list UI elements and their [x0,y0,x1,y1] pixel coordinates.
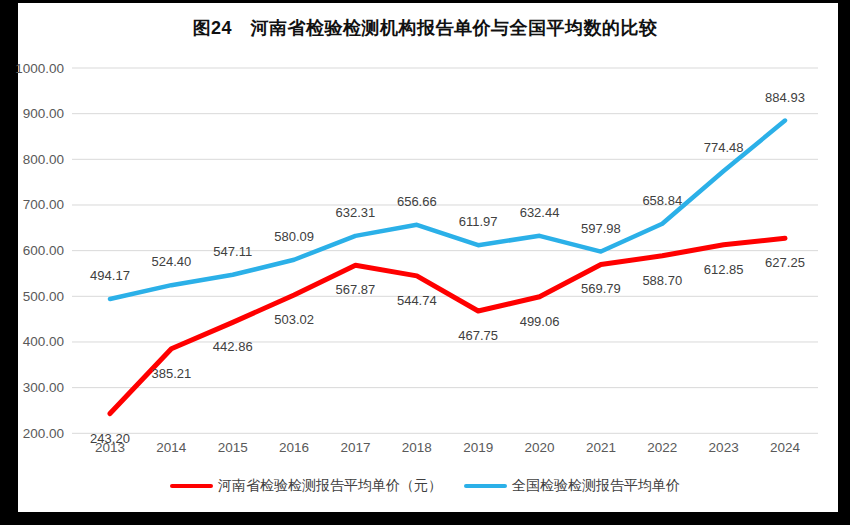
y-axis-tick-label: 1000.00 [15,61,64,76]
x-axis-tick-label: 2020 [525,440,555,455]
y-axis-tick-label: 600.00 [23,243,64,258]
value-label: 569.79 [581,281,621,296]
legend-label: 全国检验检测报告平均单价 [512,477,680,495]
value-label: 774.48 [704,140,744,155]
value-label: 627.25 [765,255,805,270]
value-label: 503.02 [274,312,314,327]
value-label: 632.44 [520,205,560,220]
value-label: 467.75 [458,328,498,343]
x-axis-tick-label: 2024 [770,440,801,455]
value-label: 656.66 [397,194,437,209]
value-label: 442.86 [213,339,253,354]
x-axis-tick-label: 2016 [279,440,309,455]
chart-legend: 河南省检验检测报告平均单价（元） 全国检验检测报告平均单价 [0,477,850,495]
data-value-labels: 243.20 385.21 442.86 503.02 567.87 544.74 467.… [90,90,805,446]
value-label: 524.40 [151,254,191,269]
value-label: 611.97 [459,214,498,229]
value-label: 612.85 [704,262,744,277]
value-label: 597.98 [581,221,621,236]
y-axis-tick-label: 300.00 [23,380,64,395]
x-axis-tick-label: 2022 [647,440,677,455]
legend-line-swatch [464,484,507,489]
y-axis-tick-label: 200.00 [23,426,64,441]
y-axis-tick-label: 900.00 [23,106,64,121]
value-label: 884.93 [765,90,805,105]
value-label: 632.31 [336,205,376,220]
value-label: 547.11 [213,244,252,259]
value-label: 544.74 [397,293,437,308]
x-axis-tick-label: 2019 [463,440,493,455]
x-axis-tick-label: 2023 [709,440,739,455]
x-axis-tick-label: 2021 [586,440,616,455]
value-label: 567.87 [336,282,376,297]
x-axis-tick-label: 2017 [340,440,370,455]
value-label: 494.17 [90,268,130,283]
value-label: 658.84 [642,193,682,208]
y-axis-tick-labels: 200.00 300.00 400.00 500.00 600.00 700.00 800.… [15,61,64,441]
legend-item: 河南省检验检测报告平均单价（元） [170,477,442,495]
x-axis-tick-label: 2018 [402,440,432,455]
legend-label: 河南省检验检测报告平均单价（元） [218,477,442,495]
value-label: 243.20 [90,431,130,446]
y-axis-tick-label: 800.00 [23,152,64,167]
y-axis-tick-label: 500.00 [23,289,64,304]
x-axis-tick-label: 2014 [156,440,187,455]
legend-line-swatch [170,484,213,489]
value-label: 580.09 [274,229,314,244]
value-label: 385.21 [151,366,191,381]
x-axis-tick-label: 2015 [218,440,248,455]
series-line [110,121,785,299]
y-axis-tick-label: 400.00 [23,334,64,349]
value-label: 588.70 [642,273,682,288]
legend-item: 全国检验检测报告平均单价 [464,477,680,495]
x-axis-tick-labels: 2013201420152016201720182019202020212022… [95,440,801,455]
y-axis-tick-label: 700.00 [23,197,64,212]
value-label: 499.06 [520,314,560,329]
chart-plot-area: 200.00 300.00 400.00 500.00 600.00 700.00 800.… [0,0,850,525]
series-lines [110,121,785,414]
